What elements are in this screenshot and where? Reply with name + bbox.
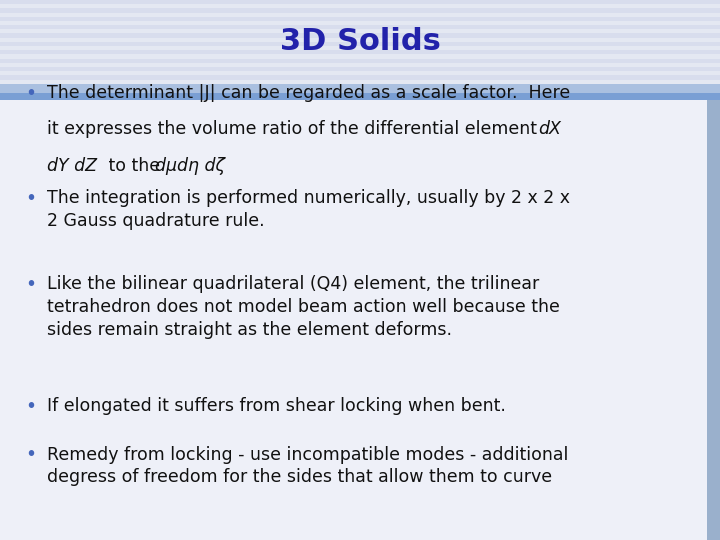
Text: dμdη dζ: dμdη dζ [155, 157, 225, 175]
Bar [0, 75, 720, 79]
Bar [0, 0, 720, 4]
Text: •: • [25, 275, 36, 294]
Bar [0, 42, 720, 46]
Bar [0, 63, 720, 67]
Text: dX: dX [538, 120, 561, 138]
Bar [0, 55, 720, 59]
Bar [0, 71, 720, 76]
Bar [0, 33, 720, 38]
Bar [0, 4, 720, 8]
Bar [0, 46, 720, 50]
Text: to the: to the [103, 157, 166, 175]
Bar [0, 100, 720, 540]
Text: •: • [25, 397, 36, 416]
Text: •: • [25, 189, 36, 208]
Text: Remedy from locking - use incompatible modes - additional
degress of freedom for: Remedy from locking - use incompatible m… [47, 446, 568, 487]
Text: The determinant |J| can be regarded as a scale factor.  Here: The determinant |J| can be regarded as a… [47, 84, 570, 102]
Text: it expresses the volume ratio of the differential element: it expresses the volume ratio of the dif… [47, 120, 542, 138]
Text: The integration is performed numerically, usually by 2 x 2 x
2 Gauss quadrature : The integration is performed numerically… [47, 189, 570, 230]
Bar [707, 100, 720, 540]
Bar [0, 79, 720, 84]
Bar [0, 12, 720, 17]
Bar [0, 25, 720, 29]
Bar [0, 67, 720, 71]
Bar [0, 84, 720, 93]
Bar [0, 59, 720, 63]
Bar [0, 17, 720, 21]
Bar [0, 38, 720, 42]
Text: Like the bilinear quadrilateral (Q4) element, the trilinear
tetrahedron does not: Like the bilinear quadrilateral (Q4) ele… [47, 275, 559, 339]
Bar [0, 93, 720, 100]
Text: If elongated it suffers from shear locking when bent.: If elongated it suffers from shear locki… [47, 397, 505, 415]
Bar [0, 29, 720, 33]
Bar [0, 8, 720, 12]
Bar [0, 50, 720, 55]
Text: •: • [25, 446, 36, 464]
Text: 3D Solids: 3D Solids [279, 28, 441, 56]
Text: dY dZ: dY dZ [47, 157, 96, 175]
Bar [0, 21, 720, 25]
Text: •: • [25, 84, 36, 103]
